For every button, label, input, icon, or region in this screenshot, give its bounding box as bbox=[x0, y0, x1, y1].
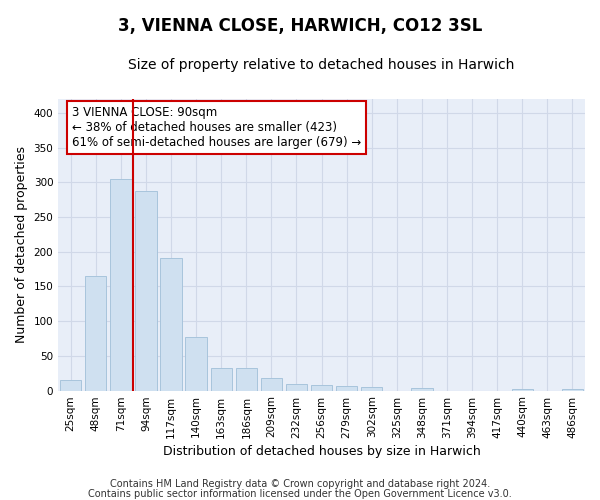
Bar bbox=[512, 389, 533, 390]
Bar bbox=[211, 368, 232, 390]
Bar bbox=[185, 337, 207, 390]
Bar bbox=[562, 389, 583, 390]
Bar bbox=[85, 276, 106, 390]
Text: 3 VIENNA CLOSE: 90sqm
← 38% of detached houses are smaller (423)
61% of semi-det: 3 VIENNA CLOSE: 90sqm ← 38% of detached … bbox=[72, 106, 361, 149]
Bar bbox=[261, 378, 282, 390]
Bar bbox=[311, 385, 332, 390]
Bar bbox=[236, 368, 257, 390]
X-axis label: Distribution of detached houses by size in Harwich: Distribution of detached houses by size … bbox=[163, 444, 481, 458]
Y-axis label: Number of detached properties: Number of detached properties bbox=[15, 146, 28, 344]
Bar bbox=[361, 387, 382, 390]
Bar bbox=[60, 380, 82, 390]
Bar bbox=[411, 388, 433, 390]
Bar bbox=[136, 190, 157, 390]
Bar bbox=[110, 179, 131, 390]
Text: Contains HM Land Registry data © Crown copyright and database right 2024.: Contains HM Land Registry data © Crown c… bbox=[110, 479, 490, 489]
Bar bbox=[286, 384, 307, 390]
Text: Contains public sector information licensed under the Open Government Licence v3: Contains public sector information licen… bbox=[88, 489, 512, 499]
Text: 3, VIENNA CLOSE, HARWICH, CO12 3SL: 3, VIENNA CLOSE, HARWICH, CO12 3SL bbox=[118, 18, 482, 36]
Bar bbox=[160, 258, 182, 390]
Bar bbox=[336, 386, 358, 390]
Title: Size of property relative to detached houses in Harwich: Size of property relative to detached ho… bbox=[128, 58, 515, 71]
